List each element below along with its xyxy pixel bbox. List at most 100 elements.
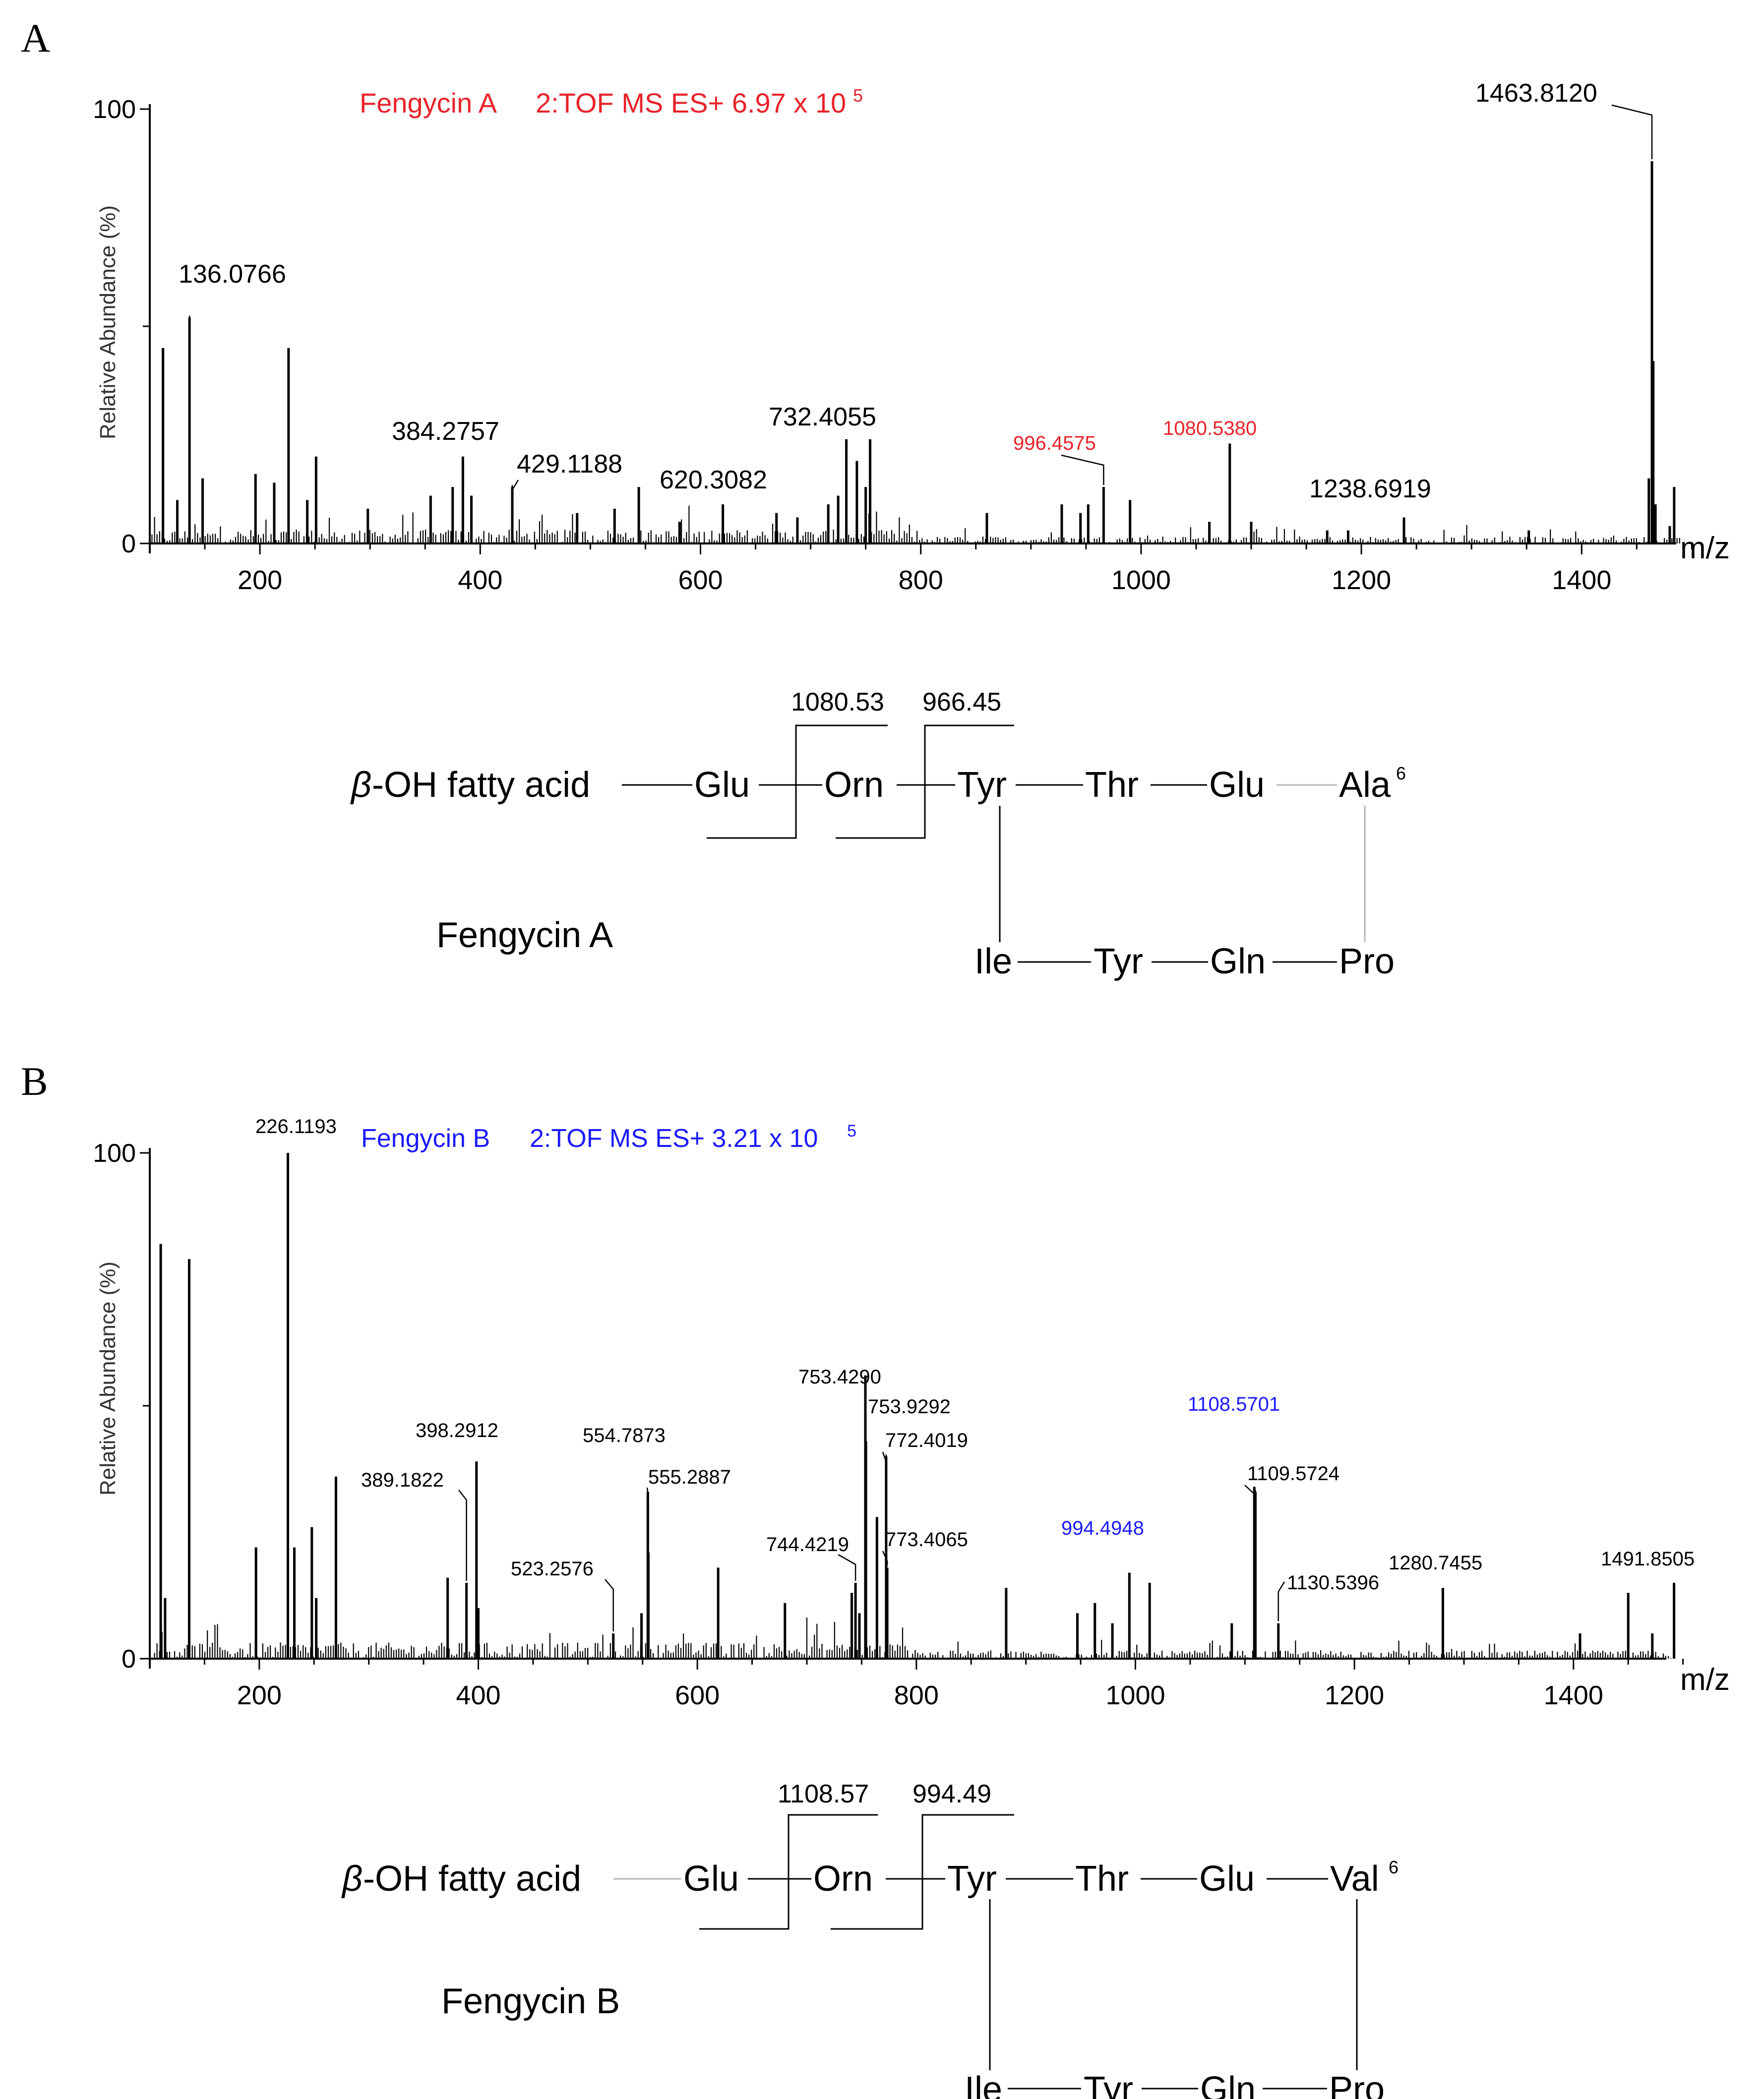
- structure-b-fatty-acid: -OH fatty acid: [363, 1859, 581, 1899]
- peak-label: 226.1193: [255, 1116, 337, 1138]
- x-tick-label: 1000: [1111, 565, 1171, 595]
- x-tick-label: 1400: [1544, 1680, 1603, 1710]
- structure-b-beta: β: [341, 1859, 363, 1899]
- peak-label: 994.4948: [1061, 1517, 1144, 1539]
- panel-b-spectrum: 0 100 200 400 600 800 1000 1200 1400 226.1193 389.…: [93, 1116, 1695, 1710]
- structure-b-residue-1: Glu: [683, 1859, 739, 1899]
- x-tick-label: 400: [458, 565, 502, 595]
- x-tick-label: 800: [894, 1680, 939, 1710]
- peak-label: 389.1822: [361, 1469, 444, 1491]
- peak-label: 398.2912: [416, 1420, 498, 1441]
- structure-a-residue-1: Glu: [694, 765, 750, 805]
- y-tick-label: 100: [93, 95, 136, 124]
- structure-b-ring-1: Ile: [965, 2070, 1002, 2099]
- structure-b-ring-4: Pro: [1329, 2070, 1385, 2099]
- x-tick-label: 600: [675, 1680, 720, 1710]
- x-tick-label: 200: [238, 565, 282, 595]
- panel-b-ylabel: Relative Abundance (%): [96, 1261, 120, 1496]
- panel-a-xunit: m/z: [1680, 531, 1730, 565]
- structure-a-ring-1: Ile: [974, 942, 1012, 981]
- peak-label-leader: [1061, 454, 1104, 485]
- structure-a-residue-4: Thr: [1085, 765, 1139, 805]
- peak-label: 1491.8505: [1601, 1548, 1695, 1570]
- structure-a-ring-3: Gln: [1210, 942, 1266, 981]
- structure-b-ring-3: Gln: [1200, 2070, 1256, 2099]
- panel-a: A Fengycin A 2:TOF MS ES+ 6.97 x 10 5 Re…: [21, 15, 1730, 981]
- structure-a-residue-2: Orn: [824, 765, 884, 805]
- peak-label: 1238.6919: [1309, 475, 1431, 503]
- structure-a-pos6-sup: 6: [1396, 763, 1406, 783]
- fragment-a-2-label: 966.45: [922, 688, 1001, 717]
- fragment-b-1-label: 1108.57: [778, 1780, 869, 1808]
- structure-a-beta: β: [350, 765, 371, 805]
- peak-label: 753.9292: [868, 1396, 951, 1418]
- panel-b-header-run: 2:TOF MS ES+ 3.21 x 10: [530, 1124, 818, 1153]
- structure-a-ring-4: Pro: [1339, 942, 1395, 981]
- x-tick-label: 1200: [1325, 1680, 1384, 1710]
- fragment-b-2-label: 994.49: [912, 1780, 991, 1808]
- panel-b-header-exp: 5: [847, 1122, 856, 1140]
- peak-label: 773.4065: [885, 1529, 968, 1551]
- peak-label-leader: [838, 1554, 856, 1581]
- fragment-a-1-bracket: [707, 724, 888, 839]
- peak-label: 996.4575: [1013, 432, 1096, 454]
- panel-a-header-title: Fengycin A: [360, 87, 497, 119]
- x-tick-label: 1400: [1552, 565, 1611, 595]
- structure-b-residue-2: Orn: [813, 1859, 873, 1899]
- x-tick-label: 400: [456, 1680, 500, 1710]
- peak-label: 1130.5396: [1287, 1572, 1379, 1594]
- peak-label: 732.4055: [769, 403, 876, 431]
- peak-label-leader: [188, 315, 191, 328]
- peak-label: 523.2576: [511, 1558, 594, 1580]
- structure-a-residue-3: Tyr: [957, 765, 1007, 805]
- peak-label-leader: [511, 480, 519, 492]
- panel-b-xunit: m/z: [1680, 1663, 1730, 1697]
- peak-label: 429.1188: [517, 450, 622, 479]
- spectrum-noise: [151, 505, 1683, 543]
- structure-b-residue-4: Thr: [1075, 1859, 1129, 1899]
- structure-a-residue-5: Glu: [1209, 765, 1265, 805]
- peak-label: 136.0766: [179, 260, 286, 289]
- panel-b: B Fengycin B 2:TOF MS ES+ 3.21 x 10 5 Re…: [21, 1059, 1730, 2099]
- peak-label: 1280.7455: [1389, 1552, 1482, 1574]
- peak-label-leader: [882, 1451, 887, 1462]
- peak-label: 753.4290: [798, 1366, 881, 1388]
- peak-label: 772.4019: [885, 1430, 968, 1451]
- peak-label: 1080.5380: [1163, 418, 1257, 439]
- peak-label-leader: [458, 1490, 467, 1581]
- structure-a-name: Fengycin A: [436, 915, 613, 955]
- peak-label: 744.4219: [766, 1534, 849, 1556]
- fragment-a-2-bracket: [836, 724, 1014, 839]
- y-tick-label: 0: [122, 1645, 136, 1674]
- peak-label-leader: [882, 1551, 888, 1566]
- structure-b-name: Fengycin B: [441, 1981, 620, 2021]
- x-tick-label: 800: [899, 565, 943, 595]
- fragment-b-2-bracket: [831, 1814, 1014, 1930]
- panel-b-letter: B: [21, 1059, 48, 1104]
- fragment-b-1-bracket: [699, 1814, 878, 1930]
- x-tick-label: 1200: [1332, 565, 1391, 595]
- structure-a-ring-2: Tyr: [1094, 942, 1143, 981]
- panel-b-header-title: Fengycin B: [361, 1124, 490, 1153]
- y-tick-label: 100: [93, 1139, 136, 1168]
- peak-label: 554.7873: [583, 1425, 666, 1446]
- peak-label-leader: [1244, 1485, 1256, 1497]
- spectrum-noise: [151, 1617, 1674, 1659]
- panel-a-structure: β -OH fatty acid Glu Orn Tyr Thr Glu Ala…: [350, 688, 1406, 981]
- panel-a-header-exp: 5: [853, 85, 863, 106]
- panel-a-spectrum: 0 100 200 400 600 800 1000 1200 1400 136.0766 384.…: [93, 79, 1693, 595]
- structure-b-pos6-sup: 6: [1389, 1857, 1399, 1877]
- structure-a-residue-6: Ala: [1339, 765, 1391, 805]
- peak-label-leader: [1611, 104, 1653, 160]
- peak-label: 384.2757: [392, 417, 499, 446]
- x-tick-label: 200: [237, 1680, 282, 1710]
- panel-a-letter: A: [21, 15, 50, 60]
- structure-b-residue-3: Tyr: [947, 1859, 997, 1899]
- panel-a-ylabel: Relative Abundance (%): [96, 205, 120, 439]
- panel-a-header-run: 2:TOF MS ES+ 6.97 x 10: [536, 87, 846, 119]
- peak-label-leader: [605, 1579, 614, 1631]
- fragment-a-1-label: 1080.53: [791, 688, 884, 717]
- y-tick-label: 0: [122, 530, 136, 558]
- peak-label: 1108.5701: [1188, 1393, 1280, 1415]
